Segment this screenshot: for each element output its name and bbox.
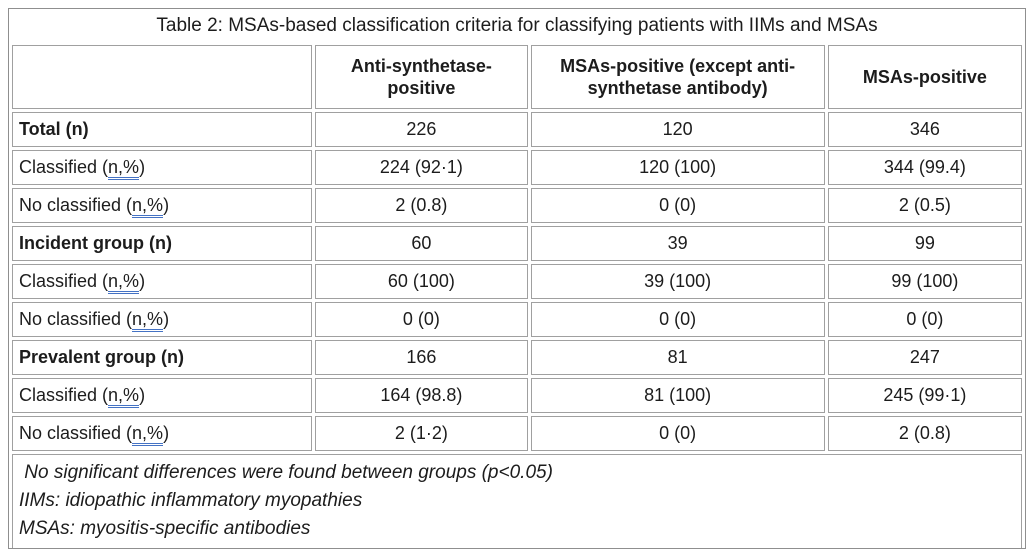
value-cell: 224 (92·1) [315,150,528,185]
value-cell: 0 (0) [530,188,825,223]
value-cell: 39 [530,226,825,261]
table-row: Classified (n,%) 60 (100) 39 (100) 99 (100) [12,264,1022,299]
footnote-line: IIMs: idiopathic inflammatory myopathies [19,490,363,512]
value-cell: 245 (99·1) [827,378,1022,413]
value-cell: 2 (0.8) [315,188,528,223]
value-cell: 0 (0) [530,302,825,337]
value-cell: 60 [315,226,528,261]
row-label-text: Incident group (n) [19,233,172,253]
row-label: Prevalent group (n) [12,340,313,375]
table-row: Classified (n,%) 224 (92·1) 120 (100) 344 (… [12,150,1022,185]
value-cell: 2 (1·2) [315,416,528,451]
table-row: Total (n) 226 120 346 [12,112,1022,147]
column-header: MSAs-positive (except anti-synthetase an… [530,45,825,109]
table-row: Prevalent group (n) 166 81 247 [12,340,1022,375]
value-cell: 2 (0.5) [827,188,1022,223]
header-row: Anti-synthetase-positive MSAs-positive (e… [12,45,1022,109]
classification-table: Anti-synthetase-positive MSAs-positive (e… [9,42,1025,548]
value-cell: 99 (100) [827,264,1022,299]
row-label: Classified (n,%) [12,150,313,185]
value-cell: 120 (100) [530,150,825,185]
table-row: Incident group (n) 60 39 99 [12,226,1022,261]
row-label: Incident group (n) [12,226,313,261]
value-cell: 81 (100) [530,378,825,413]
value-cell: 164 (98.8) [315,378,528,413]
row-label-underlined-text: n,% [132,195,164,218]
row-label-suffix: ) [163,309,170,329]
footnotes-row: No significant differences were found be… [12,454,1022,548]
value-cell: 0 (0) [827,302,1022,337]
footnotes-cell: No significant differences were found be… [12,454,1022,548]
footnote-line: MSAs: myositis-specific antibodies [19,518,311,540]
row-label: Classified (n,%) [12,378,313,413]
corner-empty-cell [12,45,313,109]
row-label-text: Total (n) [19,119,89,139]
value-cell: 2 (0.8) [827,416,1022,451]
footnote-line: No significant differences were found be… [19,462,553,483]
row-label: No classified (n,%) [12,302,313,337]
value-cell: 99 [827,226,1022,261]
row-label-underlined-text: n,% [108,157,140,180]
value-cell: 226 [315,112,528,147]
value-cell: 166 [315,340,528,375]
row-label: Total (n) [12,112,313,147]
row-label-text: Classified ( [19,385,109,405]
table-row: No classified (n,%) 2 (1·2) 0 (0) 2 (0.8) [12,416,1022,451]
row-label: No classified (n,%) [12,188,313,223]
value-cell: 344 (99.4) [827,150,1022,185]
row-label-text: Classified ( [19,271,109,291]
value-cell: 247 [827,340,1022,375]
row-label-text: Prevalent group (n) [19,347,185,367]
table-outer-frame: Table 2: MSAs-based classification crite… [8,8,1026,549]
value-cell: 81 [530,340,825,375]
row-label-text: No classified ( [19,309,133,329]
value-cell: 0 (0) [530,416,825,451]
column-header: Anti-synthetase-positive [315,45,528,109]
row-label-underlined-text: n,% [108,385,140,408]
table-row: No classified (n,%) 0 (0) 0 (0) 0 (0) [12,302,1022,337]
table-title: Table 2: MSAs-based classification crite… [156,15,878,36]
row-label-text: No classified ( [19,423,133,443]
value-cell: 120 [530,112,825,147]
row-label-suffix: ) [139,385,146,405]
row-label-underlined-text: n,% [132,309,164,332]
value-cell: 39 (100) [530,264,825,299]
column-header: MSAs-positive [827,45,1022,109]
row-label-underlined-text: n,% [108,271,140,294]
row-label-suffix: ) [163,423,170,443]
row-label-text: No classified ( [19,195,133,215]
value-cell: 0 (0) [315,302,528,337]
row-label-suffix: ) [139,157,146,177]
value-cell: 346 [827,112,1022,147]
table-row: Classified (n,%) 164 (98.8) 81 (100) 245 (9… [12,378,1022,413]
row-label-suffix: ) [139,271,146,291]
row-label-underlined-text: n,% [132,423,164,446]
row-label-text: Classified ( [19,157,109,177]
row-label: No classified (n,%) [12,416,313,451]
row-label-suffix: ) [163,195,170,215]
table-row: No classified (n,%) 2 (0.8) 0 (0) 2 (0.5) [12,188,1022,223]
value-cell: 60 (100) [315,264,528,299]
row-label: Classified (n,%) [12,264,313,299]
